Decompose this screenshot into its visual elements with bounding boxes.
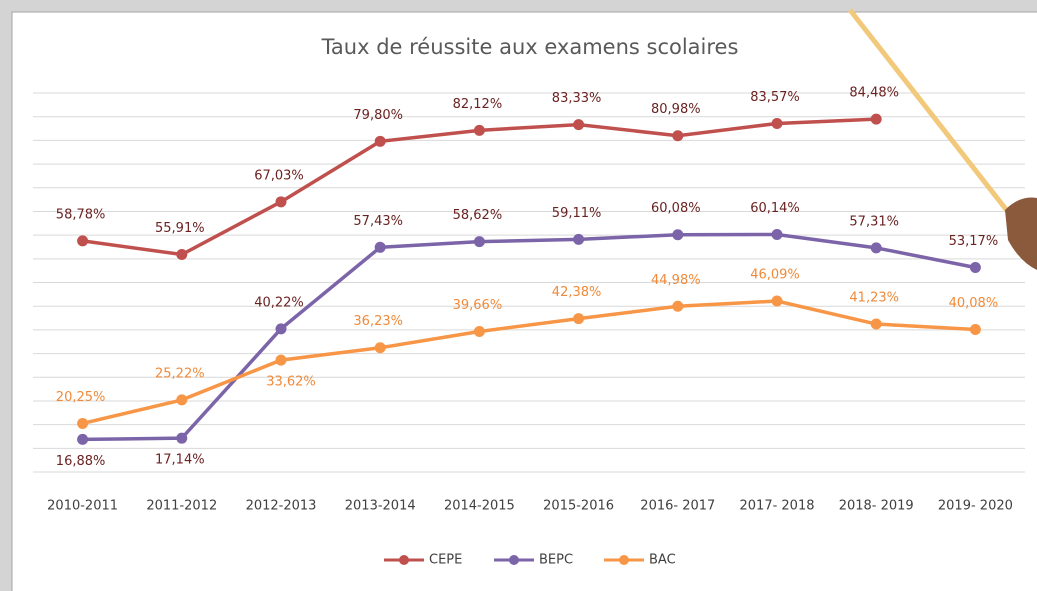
data-point [474,326,485,337]
data-label: 60,14% [750,201,800,216]
data-label: 83,33% [552,91,602,106]
data-point [375,342,386,353]
data-point [772,296,783,307]
data-point [375,136,386,147]
data-point [474,125,485,136]
legend-label: CEPE [429,553,462,568]
legend-label: BAC [649,553,676,568]
data-label: 84,48% [849,86,899,101]
x-tick-label: 2014-2015 [444,499,515,514]
data-point [871,242,882,253]
data-label: 17,14% [155,453,205,468]
data-point [573,313,584,324]
data-point [672,130,683,141]
data-point [77,418,88,429]
data-point [474,236,485,247]
data-label: 16,88% [56,454,106,469]
data-point [772,229,783,240]
data-point [77,235,88,246]
data-label: 57,31% [849,214,899,229]
x-tick-label: 2015-2016 [543,499,614,514]
legend-marker [619,555,629,565]
x-tick-label: 2011-2012 [146,499,217,514]
x-tick-label: 2017- 2018 [740,499,815,514]
data-point [276,355,287,366]
data-point [871,319,882,330]
data-label: 83,57% [750,90,800,105]
data-point [672,229,683,240]
data-label: 55,91% [155,221,205,236]
data-label: 42,38% [552,285,602,300]
data-label: 39,66% [453,298,503,313]
data-label: 36,23% [353,314,403,329]
data-label: 82,12% [453,97,503,112]
data-label: 53,17% [949,234,999,249]
x-tick-label: 2019- 2020 [938,499,1013,514]
data-label: 44,98% [651,273,701,288]
data-label: 33,62% [266,375,316,390]
data-point [276,196,287,207]
data-point [772,118,783,129]
data-label: 46,09% [750,268,800,283]
x-tick-label: 2018- 2019 [839,499,914,514]
data-label: 40,22% [254,295,304,310]
data-point [276,323,287,334]
data-point [176,394,187,405]
data-point [573,234,584,245]
data-label: 57,43% [353,214,403,229]
data-label: 25,22% [155,366,205,381]
x-tick-label: 2013-2014 [345,499,416,514]
x-tick-label: 2012-2013 [246,499,317,514]
data-point [375,242,386,253]
data-point [77,434,88,445]
legend-marker [399,555,409,565]
data-label: 59,11% [552,206,602,221]
data-point [970,324,981,335]
chart: Taux de réussite aux examens scolaires 2… [0,0,1037,591]
data-point [176,249,187,260]
data-label: 80,98% [651,102,701,117]
data-label: 58,62% [453,208,503,223]
data-point [672,301,683,312]
chart-title: Taux de réussite aux examens scolaires [321,35,739,59]
data-point [176,433,187,444]
data-label: 41,23% [849,291,899,306]
x-tick-label: 2016- 2017 [640,499,715,514]
data-label: 40,08% [949,296,999,311]
data-label: 60,08% [651,201,701,216]
data-label: 67,03% [254,168,304,183]
legend-marker [509,555,519,565]
x-tick-label: 2010-2011 [47,499,118,514]
data-point [871,114,882,125]
data-label: 20,25% [56,390,106,405]
legend-label: BEPC [539,553,573,568]
data-label: 79,80% [353,108,403,123]
data-point [573,119,584,130]
data-point [970,262,981,273]
data-label: 58,78% [56,207,106,222]
